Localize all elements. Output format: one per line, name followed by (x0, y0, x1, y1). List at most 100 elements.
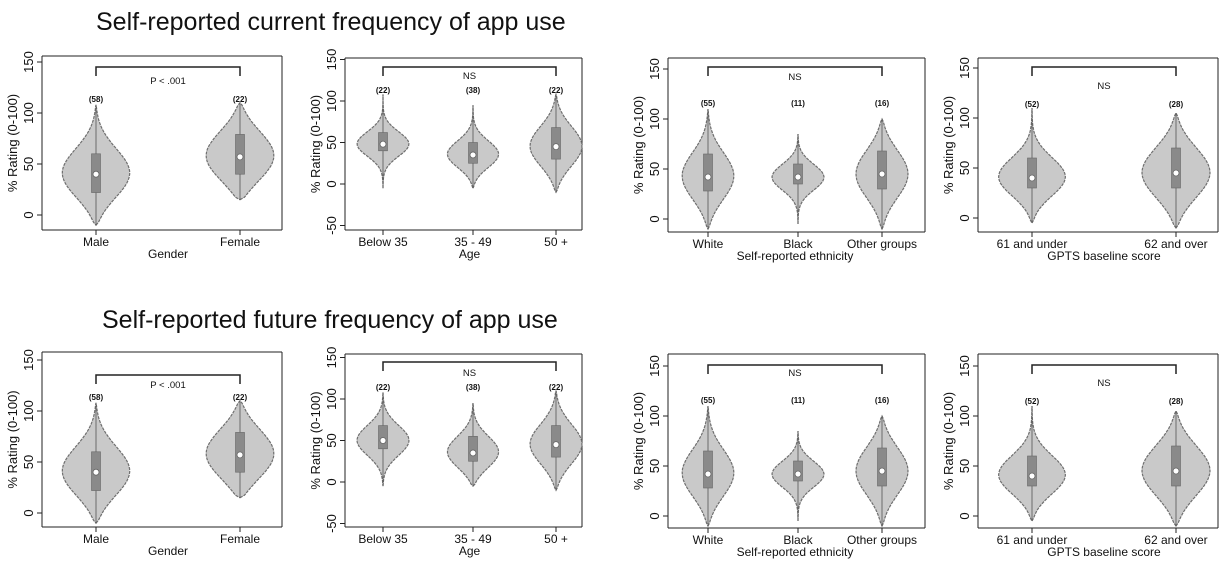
x-tick-label: Female (220, 532, 260, 546)
y-tick-label: 100 (647, 405, 662, 427)
median-marker (469, 449, 477, 457)
count-label: (58) (89, 95, 104, 104)
y-tick-label: 0 (324, 180, 339, 187)
y-axis-label: % Rating (0-100) (941, 96, 956, 194)
violin-box (468, 436, 478, 462)
violin-box (703, 450, 713, 489)
y-tick-label: 0 (21, 211, 36, 218)
median-marker (379, 140, 387, 148)
violin-box (703, 153, 713, 192)
count-label: (55) (701, 99, 716, 108)
median-marker (552, 441, 560, 449)
median-marker (92, 468, 100, 476)
x-tick-label: Black (783, 533, 813, 547)
significance-bracket (95, 66, 241, 76)
x-tick-label: Other groups (847, 237, 917, 251)
y-axis-label: % Rating (0-100) (308, 391, 323, 489)
y-tick-label: 50 (21, 157, 36, 171)
count-label: (22) (376, 383, 391, 392)
significance-bracket (95, 374, 241, 384)
x-tick-label: Male (83, 532, 109, 546)
count-label: (16) (875, 396, 890, 405)
violin-panel-1: -50 0 50 100 150 % Rating (0-100) Below 35 35 -… (308, 49, 583, 261)
significance-label: NS (788, 72, 801, 83)
x-axis-label: GPTS baseline score (1047, 545, 1161, 559)
significance-bracket (1031, 364, 1177, 374)
median-marker (92, 170, 100, 178)
significance-label: P < .001 (150, 76, 185, 87)
count-label: (28) (1169, 397, 1184, 406)
section-title-future: Self-reported future frequency of app us… (102, 306, 558, 334)
y-tick-label: 0 (324, 478, 339, 485)
x-tick-label: White (693, 237, 724, 251)
median-marker (1172, 467, 1180, 475)
y-tick-label: 100 (957, 107, 972, 129)
x-tick-label: 50 + (544, 235, 568, 249)
x-tick-label: White (693, 533, 724, 547)
median-marker (552, 143, 560, 151)
violin-box (877, 150, 887, 190)
median-marker (1172, 169, 1180, 177)
y-axis-label: % Rating (0-100) (5, 94, 20, 192)
y-tick-label: -50 (324, 514, 339, 533)
x-tick-label: 61 and under (997, 533, 1068, 547)
count-label: (22) (549, 383, 564, 392)
y-tick-label: 0 (647, 215, 662, 222)
x-axis-label: Age (459, 247, 481, 261)
significance-label: NS (463, 71, 476, 82)
significance-bracket (382, 361, 557, 371)
violin-box (1027, 157, 1037, 189)
count-label: (52) (1025, 100, 1040, 109)
median-marker (469, 151, 477, 159)
significance-bracket (707, 66, 883, 76)
significance-label: NS (463, 368, 476, 379)
section-title-current: Self-reported current frequency of app u… (96, 8, 566, 36)
y-axis-label: % Rating (0-100) (308, 95, 323, 193)
y-axis-label: % Rating (0-100) (941, 392, 956, 490)
y-tick-label: 0 (647, 512, 662, 519)
violin-panel-6: 0 50 100 150% Rating (0-100) White Black Other… (631, 353, 926, 559)
significance-label: NS (788, 368, 801, 379)
significance-label: NS (1097, 378, 1110, 389)
violin-box (1171, 147, 1181, 189)
y-tick-label: 100 (647, 108, 662, 130)
y-tick-label: 50 (957, 161, 972, 175)
count-label: (22) (233, 95, 248, 104)
count-label: (22) (376, 86, 391, 95)
count-label: (11) (791, 396, 805, 405)
x-axis-label: Self-reported ethnicity (737, 545, 854, 559)
y-tick-label: 50 (647, 162, 662, 176)
x-axis-label: Gender (148, 247, 188, 261)
x-tick-label: 62 and over (1144, 533, 1207, 547)
count-label: (11) (791, 99, 805, 108)
count-label: (58) (89, 393, 104, 402)
x-tick-label: Black (783, 237, 813, 251)
x-tick-label: 35 - 49 (454, 532, 492, 546)
x-tick-label: Male (83, 235, 109, 249)
median-marker (1028, 174, 1036, 182)
y-tick-label: 100 (21, 400, 36, 422)
y-axis-label: % Rating (0-100) (631, 392, 646, 490)
y-tick-label: 50 (21, 455, 36, 469)
y-tick-label: 150 (324, 347, 339, 369)
significance-bracket (1031, 66, 1177, 76)
x-tick-label: Below 35 (358, 235, 408, 249)
y-axis-label: % Rating (0-100) (5, 390, 20, 488)
x-axis-label: GPTS baseline score (1047, 249, 1161, 263)
violin-box (1171, 445, 1181, 487)
x-tick-label: 35 - 49 (454, 235, 492, 249)
y-tick-label: 150 (647, 355, 662, 377)
count-label: (28) (1169, 100, 1184, 109)
median-marker (878, 467, 886, 475)
x-tick-label: Below 35 (358, 532, 408, 546)
y-axis-label: % Rating (0-100) (631, 96, 646, 194)
violin-panel-7: 0 50 100 150% Rating (0-100) 61 and under 62 … (941, 353, 1219, 559)
count-label: (55) (701, 396, 716, 405)
x-tick-label: Other groups (847, 533, 917, 547)
count-label: (16) (875, 99, 890, 108)
x-tick-label: 61 and under (997, 237, 1068, 251)
violin-panel-4: 0 50 100 150 % Rating (0-100) Male Female Gende… (5, 349, 283, 558)
count-label: (38) (466, 86, 481, 95)
median-marker (1028, 472, 1036, 480)
